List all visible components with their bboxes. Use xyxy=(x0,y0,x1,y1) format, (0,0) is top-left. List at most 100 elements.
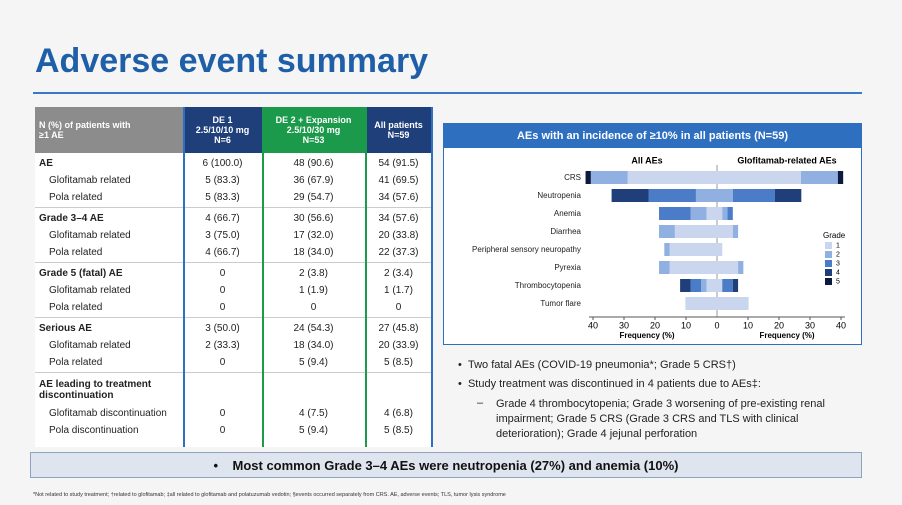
bar-segment xyxy=(706,207,717,220)
table-value: 5 (8.5) xyxy=(384,357,413,368)
bar-segment xyxy=(685,297,717,310)
footnote: *Not related to study treatment; †relate… xyxy=(33,492,506,498)
column-rule xyxy=(262,107,264,447)
bar-segment xyxy=(590,171,628,184)
bar-segment xyxy=(837,171,844,184)
category-label: Neutropenia xyxy=(537,191,581,200)
legend-swatch xyxy=(825,260,832,267)
table-value: 4 (66.7) xyxy=(205,213,240,224)
table-value: 18 (34.0) xyxy=(293,247,334,258)
bar-segment xyxy=(717,207,723,220)
legend-swatch xyxy=(825,278,832,285)
table-value: 22 (37.3) xyxy=(378,247,419,258)
table-value: 20 (33.8) xyxy=(378,230,419,241)
table-value: 0 xyxy=(219,357,226,368)
table-value: 1 (1.9) xyxy=(299,285,328,296)
bar-segment xyxy=(801,171,838,184)
bar-segment xyxy=(774,189,802,202)
header-line: DE 2 + Expansion xyxy=(275,115,352,125)
bar-segment xyxy=(659,207,691,220)
x-tick-label: 20 xyxy=(774,320,784,330)
table-value: 3 (75.0) xyxy=(205,230,240,241)
row-label: Glofitamab discontinuation xyxy=(49,408,167,419)
bar-segment xyxy=(738,261,744,274)
table-value: 2 (3.8) xyxy=(299,268,328,279)
bar-segment xyxy=(659,261,670,274)
table-value: 2 (3.4) xyxy=(384,268,413,279)
x-axis-label: Frequency (%) xyxy=(619,331,674,340)
bar-segment xyxy=(717,243,723,256)
legend-label: 3 xyxy=(836,260,840,267)
bar-segment xyxy=(648,189,696,202)
table-value: 0 xyxy=(219,425,226,436)
row-label: Glofitamab related xyxy=(49,285,131,296)
column-rule xyxy=(431,107,433,447)
bar-segment xyxy=(732,189,775,202)
row-label: Pola related xyxy=(49,357,103,368)
table-value: 3 (50.0) xyxy=(205,323,240,334)
sub-bullet-text: Grade 4 thrombocytopenia; Grade 3 worsen… xyxy=(496,398,825,440)
row-label: Pola related xyxy=(49,247,103,258)
slide-title: Adverse event summary xyxy=(35,42,429,80)
table-value: 34 (57.6) xyxy=(378,192,419,203)
table-value: 36 (67.9) xyxy=(293,175,334,186)
header-cell: DE 2 + Expansion 2.5/10/30 mg N=53 xyxy=(262,107,365,153)
header-line: All patients xyxy=(374,120,423,130)
row-label: Pola discontinuation xyxy=(49,425,139,436)
table-value: 4 (7.5) xyxy=(299,408,328,419)
table-value: 20 (33.9) xyxy=(378,340,419,351)
category-label: Tumor flare xyxy=(540,299,581,308)
table-value: 5 (9.4) xyxy=(299,357,328,368)
bar-segment xyxy=(717,279,723,292)
column-rule xyxy=(365,107,367,447)
chart-box: AEs with an incidence of ≥10% in all pat… xyxy=(443,123,862,345)
callout: • Most common Grade 3–4 AEs were neutrop… xyxy=(30,452,862,478)
header-cell: DE 1 2.5/10/10 mg N=6 xyxy=(183,107,262,153)
row-label: Glofitamab related xyxy=(49,340,131,351)
row-label: Pola related xyxy=(49,192,103,203)
title-rule xyxy=(33,92,862,94)
bar-segment xyxy=(717,189,733,202)
table-value: 0 xyxy=(219,302,226,313)
x-tick-label: 30 xyxy=(619,320,629,330)
row-label: Glofitamab related xyxy=(49,230,131,241)
bar-segment xyxy=(690,279,702,292)
legend-label: 5 xyxy=(836,278,840,285)
table-value: 54 (91.5) xyxy=(378,158,419,169)
x-tick-label: 20 xyxy=(650,320,660,330)
bar-segment xyxy=(717,261,739,274)
row-label: Glofitamab related xyxy=(49,175,131,186)
group-label: AE xyxy=(39,158,53,169)
bar-segment xyxy=(717,225,733,238)
table-value: 5 (9.4) xyxy=(299,425,328,436)
x-tick-label: 40 xyxy=(588,320,598,330)
table-value: 48 (90.6) xyxy=(293,158,334,169)
table-value: 29 (54.7) xyxy=(293,192,334,203)
chart: CRS Neutropenia Anemia Diarrhea Peripheral s… xyxy=(472,155,846,340)
header-line: ≥1 AE xyxy=(39,130,64,140)
group-label: Grade 3–4 AE xyxy=(39,213,104,224)
category-label: Diarrhea xyxy=(550,227,581,236)
bar-segment xyxy=(701,279,707,292)
group-label: Serious AE xyxy=(39,323,92,334)
table-value: 30 (56.6) xyxy=(293,213,334,224)
header-line: N (%) of patients with xyxy=(39,120,131,130)
header-line: DE 1 xyxy=(212,115,233,125)
row-label: Pola related xyxy=(49,302,103,313)
bar-segment xyxy=(659,225,675,238)
table-value: 41 (69.5) xyxy=(378,175,419,186)
bar-segment xyxy=(669,243,717,256)
x-tick-label: 30 xyxy=(805,320,815,330)
table-value: 27 (45.8) xyxy=(378,323,419,334)
table-value: 4 (6.8) xyxy=(384,408,413,419)
bar-segment xyxy=(611,189,649,202)
legend-label: 1 xyxy=(836,242,840,249)
bar-segment xyxy=(664,243,670,256)
legend-label: 4 xyxy=(836,269,840,276)
header-line: 2.5/10/10 mg xyxy=(195,125,250,135)
category-label: Thrombocytopenia xyxy=(515,281,582,290)
table-value: 5 (83.3) xyxy=(205,175,240,186)
bar-segment xyxy=(674,225,717,238)
bullet: • Two fatal AEs (COVID-19 pneumonia*; Gr… xyxy=(458,359,736,371)
table-value: 0 xyxy=(395,302,402,313)
